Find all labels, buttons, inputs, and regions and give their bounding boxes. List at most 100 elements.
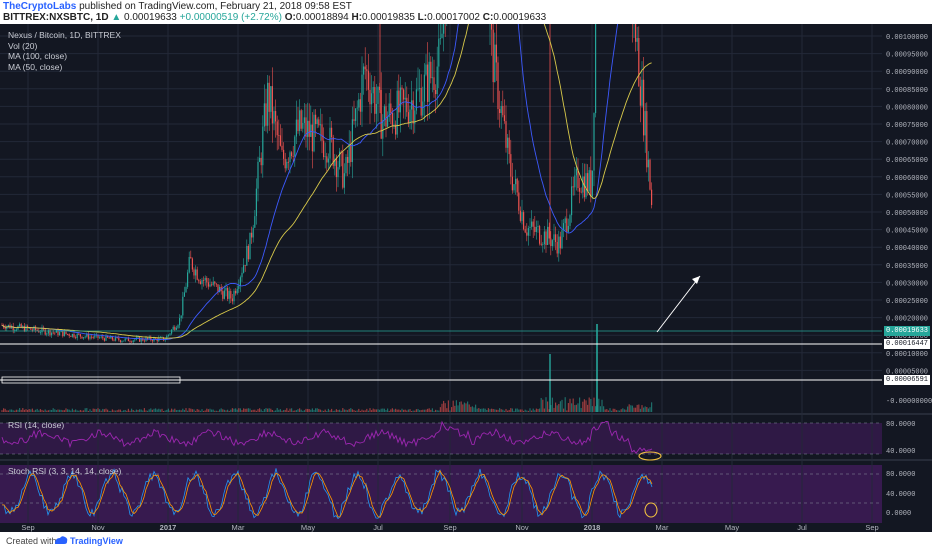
legend-rsi[interactable]: RSI (14, close) bbox=[8, 420, 65, 430]
volume-bar bbox=[497, 409, 499, 412]
candle-body bbox=[375, 103, 377, 114]
stoch-tick-label: 40.0000 bbox=[886, 491, 915, 499]
volume-bar bbox=[228, 410, 230, 412]
volume-bar bbox=[516, 408, 518, 412]
legend-stoch-rsi[interactable]: Stoch RSI (3, 3, 14, 14, close) bbox=[8, 466, 122, 476]
volume-bar bbox=[59, 409, 61, 412]
volume-bar bbox=[31, 408, 33, 412]
volume-bar bbox=[436, 410, 438, 412]
volume-bar bbox=[451, 407, 453, 412]
volume-bar bbox=[158, 408, 160, 412]
volume-bar bbox=[63, 410, 65, 412]
volume-bar bbox=[119, 409, 121, 412]
volume-bar bbox=[231, 408, 233, 412]
volume-bar bbox=[219, 409, 221, 412]
tradingview-logo-icon bbox=[55, 536, 68, 544]
candle-body bbox=[86, 333, 88, 337]
price-tick-label: 0.00090000 bbox=[886, 69, 928, 77]
price-chart[interactable]: 0.00100000 0.00095000 0.00090000 0.00085000… bbox=[0, 24, 932, 532]
candle-body bbox=[307, 120, 309, 137]
volume-bar bbox=[75, 409, 77, 412]
volume-bar bbox=[249, 408, 251, 412]
volume-bar bbox=[499, 408, 501, 412]
legend-ma100[interactable]: MA (100, close) bbox=[8, 51, 68, 61]
legend-vol[interactable]: Vol (20) bbox=[8, 40, 38, 51]
support-price-label: 0.00016447 bbox=[884, 339, 930, 349]
volume-bar bbox=[367, 410, 369, 412]
candle-body bbox=[339, 151, 341, 168]
volume-bar bbox=[94, 408, 96, 412]
author-link[interactable]: TheCryptoLabs bbox=[3, 1, 77, 12]
low-value: 0.00017002 bbox=[427, 12, 480, 23]
candle-body bbox=[195, 269, 197, 276]
volume-bar bbox=[503, 410, 505, 412]
volume-bar bbox=[291, 408, 293, 412]
volume-bar bbox=[41, 409, 43, 412]
candle-body bbox=[4, 327, 6, 329]
candle-body bbox=[169, 333, 171, 335]
legend-ma50[interactable]: MA (50, close) bbox=[8, 61, 63, 72]
volume-bar bbox=[494, 409, 496, 412]
volume-bar bbox=[535, 408, 537, 412]
candle-body bbox=[203, 280, 205, 281]
candle-body bbox=[281, 145, 283, 150]
price-tick-label: 0.00100000 bbox=[886, 34, 928, 42]
candle-body bbox=[193, 269, 195, 276]
volume-bar bbox=[110, 410, 112, 412]
volume-bar bbox=[387, 408, 389, 412]
volume-bar bbox=[369, 408, 371, 412]
volume-bar bbox=[46, 410, 48, 412]
candle-body bbox=[401, 87, 403, 90]
volume-bar bbox=[455, 400, 457, 412]
candle-body bbox=[353, 119, 355, 121]
chart-area[interactable]: 0.00100000 0.00095000 0.00090000 0.00085000… bbox=[0, 24, 932, 532]
candle-body bbox=[228, 291, 230, 299]
candle-body bbox=[182, 296, 184, 316]
volume-bar bbox=[406, 410, 408, 412]
rsi-line bbox=[1, 420, 653, 454]
volume-bar bbox=[22, 408, 24, 412]
volume-bar bbox=[148, 409, 150, 412]
candle-body bbox=[499, 109, 501, 114]
candle-body bbox=[323, 140, 325, 158]
tradingview-brand-link[interactable]: TradingView bbox=[70, 536, 123, 546]
volume-bar bbox=[515, 408, 517, 412]
candle-body bbox=[399, 87, 401, 113]
candle-body bbox=[313, 114, 315, 152]
candle-body bbox=[292, 156, 294, 157]
legend-title[interactable]: Nexus / Bitcoin, 1D, BITTREX bbox=[8, 30, 121, 40]
candle-body bbox=[233, 290, 235, 302]
candle-body bbox=[579, 188, 581, 192]
volume-bar bbox=[321, 410, 323, 412]
volume-bar bbox=[43, 410, 45, 412]
candle-body bbox=[118, 337, 120, 341]
symbol-name[interactable]: BITTREX:NXSBTC, 1D bbox=[3, 12, 109, 23]
volume-bar bbox=[108, 410, 110, 412]
candle-body bbox=[390, 103, 392, 113]
candle-body bbox=[335, 158, 337, 178]
created-with-text: Created with bbox=[6, 536, 57, 546]
time-tick-label: 2017 bbox=[160, 523, 177, 532]
candle-body bbox=[284, 158, 286, 169]
candle-body bbox=[513, 184, 515, 191]
annotations bbox=[638, 275, 701, 518]
volume-bar bbox=[195, 410, 197, 412]
candle-body bbox=[271, 86, 273, 124]
volume-bar bbox=[617, 410, 619, 412]
price-tick-label: 0.00055000 bbox=[886, 192, 928, 200]
volume-bar bbox=[95, 409, 97, 412]
volume-bar bbox=[401, 408, 403, 412]
volume-bar bbox=[129, 410, 131, 412]
candle-body bbox=[422, 101, 424, 116]
volume-bar bbox=[350, 408, 352, 412]
volume-bar bbox=[382, 408, 384, 412]
volume-bar bbox=[539, 408, 541, 412]
volume-bar bbox=[182, 408, 184, 412]
volume-bar bbox=[519, 409, 521, 412]
volume-bar bbox=[196, 408, 198, 412]
volume-bar bbox=[433, 410, 435, 412]
price-tick-label: 0.00030000 bbox=[886, 280, 928, 288]
volume-bar bbox=[407, 409, 409, 412]
volume-bar bbox=[411, 410, 413, 412]
candle-body bbox=[391, 112, 393, 127]
